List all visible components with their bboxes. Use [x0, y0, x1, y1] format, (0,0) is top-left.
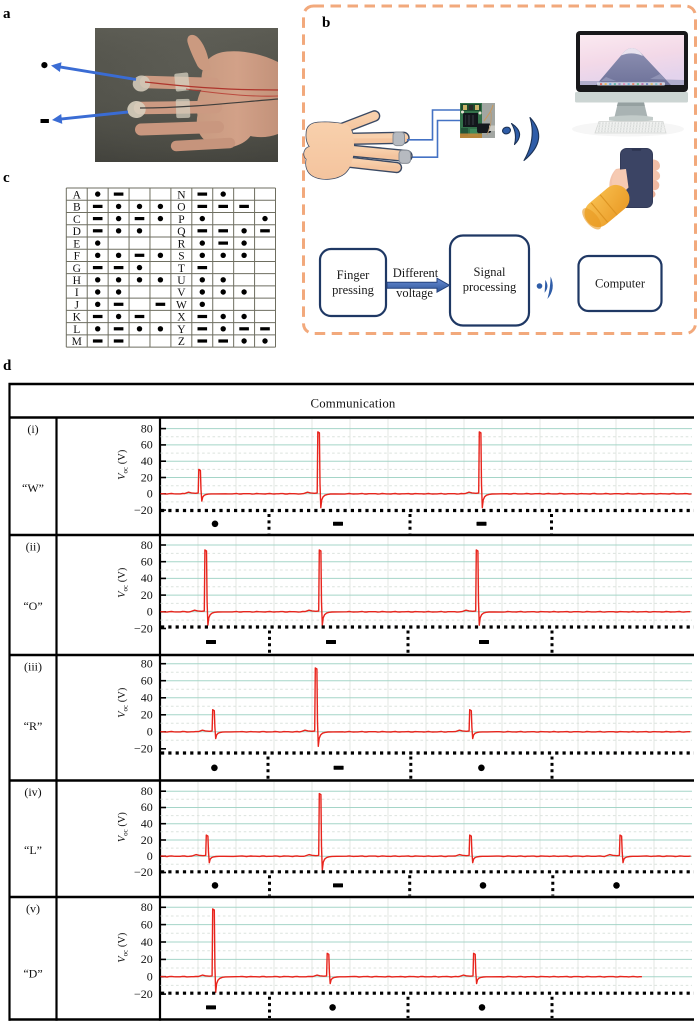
- svg-text:Q: Q: [177, 226, 186, 238]
- svg-text:Signal: Signal: [474, 265, 506, 279]
- svg-text:L: L: [73, 324, 80, 336]
- svg-text:60: 60: [141, 674, 153, 688]
- svg-text:80: 80: [141, 538, 153, 552]
- svg-text:O: O: [177, 202, 185, 214]
- svg-text:20: 20: [141, 708, 153, 722]
- svg-text:“O”: “O”: [23, 599, 42, 613]
- svg-text:(iii): (iii): [24, 660, 42, 674]
- svg-text:Voc (V): Voc (V): [117, 449, 130, 480]
- svg-text:Voc (V): Voc (V): [117, 932, 130, 963]
- svg-text:Voc (V): Voc (V): [117, 687, 130, 718]
- svg-text:80: 80: [141, 657, 153, 671]
- svg-text:Finger: Finger: [337, 268, 370, 282]
- svg-text:H: H: [73, 275, 81, 287]
- svg-text:0: 0: [147, 725, 153, 739]
- svg-text:voltage: voltage: [396, 286, 433, 300]
- svg-text:−20: −20: [134, 503, 153, 517]
- svg-text:0: 0: [147, 849, 153, 863]
- svg-text:W: W: [176, 300, 187, 312]
- svg-text:F: F: [74, 251, 80, 263]
- svg-text:C: C: [73, 214, 81, 226]
- svg-text:“L”: “L”: [24, 843, 42, 857]
- svg-text:G: G: [73, 263, 81, 275]
- svg-text:“D”: “D”: [23, 967, 42, 981]
- svg-text:Computer: Computer: [595, 277, 646, 291]
- svg-text:40: 40: [141, 691, 153, 705]
- svg-text:Communication: Communication: [310, 397, 395, 411]
- svg-text:“W”: “W”: [22, 481, 44, 495]
- svg-text:40: 40: [141, 571, 153, 585]
- svg-text:−20: −20: [134, 742, 153, 756]
- svg-text:60: 60: [141, 800, 153, 814]
- svg-text:E: E: [73, 238, 80, 250]
- svg-text:K: K: [73, 312, 82, 324]
- svg-text:Y: Y: [177, 324, 186, 336]
- svg-text:J: J: [75, 300, 80, 312]
- svg-text:X: X: [177, 312, 186, 324]
- svg-text:U: U: [177, 275, 186, 287]
- svg-text:0: 0: [147, 487, 153, 501]
- svg-text:(v): (v): [26, 902, 40, 916]
- svg-text:A: A: [73, 189, 82, 201]
- svg-text:Voc (V): Voc (V): [117, 567, 130, 598]
- svg-text:T: T: [178, 263, 185, 275]
- svg-text:M: M: [72, 336, 82, 348]
- svg-text:−20: −20: [134, 621, 153, 635]
- svg-text:40: 40: [141, 935, 153, 949]
- svg-text:0: 0: [147, 605, 153, 619]
- svg-text:80: 80: [141, 900, 153, 914]
- svg-text:40: 40: [141, 454, 153, 468]
- svg-text:B: B: [73, 202, 81, 214]
- svg-text:Voc (V): Voc (V): [117, 812, 130, 843]
- svg-text:V: V: [177, 287, 186, 299]
- svg-text:60: 60: [141, 917, 153, 931]
- svg-text:0: 0: [147, 970, 153, 984]
- svg-text:(iv): (iv): [24, 785, 41, 799]
- svg-text:20: 20: [141, 833, 153, 847]
- svg-text:20: 20: [141, 952, 153, 966]
- svg-text:S: S: [178, 251, 184, 263]
- svg-text:−20: −20: [134, 987, 153, 1001]
- svg-text:N: N: [177, 189, 186, 201]
- svg-text:80: 80: [141, 784, 153, 798]
- svg-text:I: I: [75, 287, 79, 299]
- svg-text:60: 60: [141, 438, 153, 452]
- svg-text:40: 40: [141, 817, 153, 831]
- svg-text:processing: processing: [463, 280, 517, 294]
- svg-text:80: 80: [141, 421, 153, 435]
- svg-text:20: 20: [141, 470, 153, 484]
- svg-text:Different: Different: [393, 266, 439, 280]
- svg-text:R: R: [178, 238, 186, 250]
- svg-text:Z: Z: [178, 336, 185, 348]
- svg-text:P: P: [178, 214, 184, 226]
- svg-text:pressing: pressing: [332, 283, 374, 297]
- svg-text:60: 60: [141, 555, 153, 569]
- svg-text:D: D: [73, 226, 81, 238]
- svg-text:“R”: “R”: [24, 719, 43, 733]
- svg-text:(i): (i): [27, 422, 38, 436]
- svg-text:−20: −20: [134, 865, 153, 879]
- svg-text:20: 20: [141, 588, 153, 602]
- svg-text:(ii): (ii): [26, 540, 41, 554]
